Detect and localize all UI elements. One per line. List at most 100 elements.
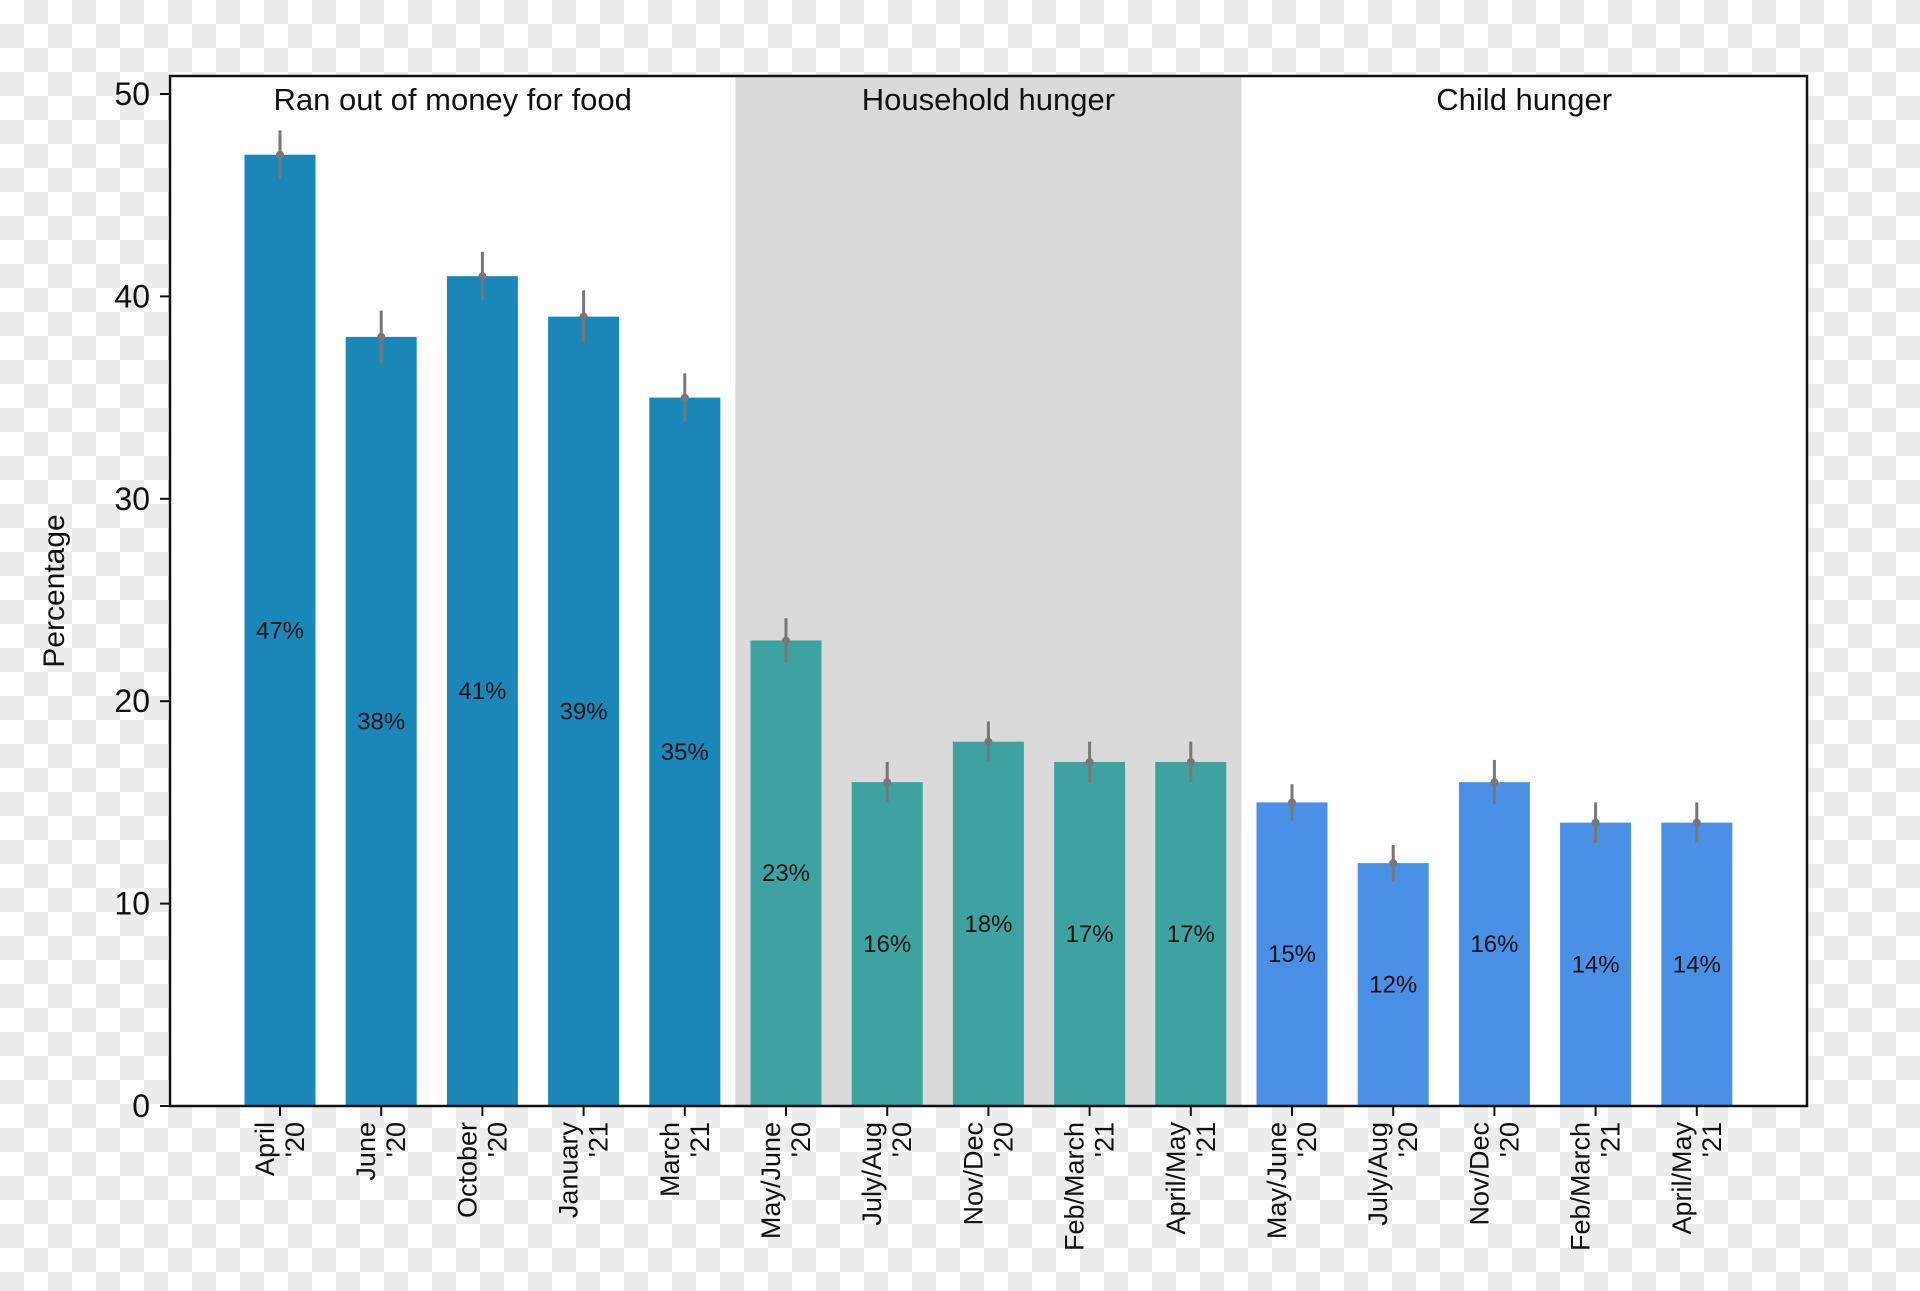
bar — [1661, 822, 1733, 1106]
bar — [345, 336, 417, 1106]
y-tick-label: 0 — [132, 1088, 150, 1124]
bar — [1357, 863, 1429, 1106]
x-tick-label-line: Nov/Dec — [1464, 1122, 1494, 1226]
data-label: 17% — [1167, 921, 1215, 948]
error-bar-center — [1288, 798, 1296, 807]
x-tick-label-line: '21 — [1191, 1122, 1221, 1157]
bar — [649, 397, 721, 1107]
data-label: 14% — [1673, 951, 1721, 978]
bar — [1155, 761, 1227, 1106]
y-tick-label: 10 — [114, 886, 150, 922]
error-bar-center — [276, 150, 284, 159]
error-bar-center — [1490, 778, 1499, 787]
x-tick-label-line: '21 — [584, 1122, 614, 1157]
x-tick-label-line: May/June — [756, 1122, 786, 1239]
data-label: 39% — [560, 698, 608, 725]
x-tick-label-line: '21 — [685, 1122, 715, 1157]
x-tick-label-line: March — [655, 1122, 685, 1197]
bar — [1256, 802, 1328, 1106]
x-tick-label-line: '20 — [887, 1122, 917, 1157]
x-tick-label-line: '20 — [1393, 1122, 1423, 1157]
y-axis-label: Percentage — [38, 514, 71, 667]
data-label: 23% — [762, 860, 810, 887]
panel-label: Ran out of money for food — [273, 82, 631, 117]
y-tick-label: 40 — [114, 278, 150, 314]
bar — [1458, 782, 1530, 1106]
x-tick-label-line: '20 — [1292, 1122, 1322, 1157]
data-label: 17% — [1066, 921, 1114, 948]
error-bar-center — [680, 393, 689, 402]
x-tick-label: October '20 — [452, 1122, 512, 1218]
x-tick-label-line: Nov/Dec — [958, 1122, 988, 1226]
y-tick-label: 30 — [114, 481, 150, 517]
x-tick-label-line: Feb/March — [1060, 1122, 1090, 1251]
y-tick-label: 50 — [114, 76, 150, 112]
x-tick-label-line: January — [554, 1122, 584, 1219]
data-label: 12% — [1369, 972, 1417, 999]
x-tick-label-line: April — [250, 1122, 280, 1176]
x-tick-label: Nov/Dec '20 — [1464, 1122, 1524, 1226]
panel-label: Child hunger — [1436, 82, 1612, 117]
x-tick-label: Nov/Dec '20 — [958, 1122, 1018, 1226]
data-label: 14% — [1572, 951, 1620, 978]
error-bar-center — [478, 272, 487, 281]
error-bar-center — [579, 312, 588, 321]
x-tick-label-line: May/June — [1262, 1122, 1292, 1239]
x-tick-label: June '20 — [351, 1122, 411, 1181]
data-label: 47% — [256, 617, 304, 644]
x-tick-label-line: Feb/March — [1566, 1122, 1596, 1251]
bar — [1560, 822, 1632, 1106]
x-tick-label-line: '20 — [482, 1122, 512, 1157]
x-tick-label-line: October — [452, 1122, 482, 1218]
x-tick-label-line: '20 — [786, 1122, 816, 1157]
panel-label: Household hunger — [862, 82, 1115, 117]
data-label: 35% — [661, 739, 709, 766]
error-bar-center — [883, 778, 892, 787]
x-tick-label-line: April/May — [1667, 1122, 1697, 1235]
data-label: 16% — [1470, 931, 1518, 958]
x-tick-label: July/Aug '20 — [1363, 1122, 1423, 1226]
x-tick-label-line: '20 — [988, 1122, 1018, 1157]
bar — [446, 276, 518, 1106]
data-label: 38% — [357, 708, 405, 735]
x-tick-label: April '20 — [250, 1122, 310, 1176]
error-bar-center — [1389, 859, 1398, 868]
x-tick-label: April/May '21 — [1161, 1122, 1221, 1235]
error-bar-center — [984, 737, 993, 746]
bar — [952, 741, 1024, 1106]
x-tick-label-line: June — [351, 1122, 381, 1181]
x-tick-label-line: '21 — [1090, 1122, 1120, 1157]
data-label: 41% — [458, 678, 506, 705]
data-label: 18% — [964, 911, 1012, 938]
error-bar-center — [1085, 757, 1094, 766]
x-tick-label-line: July/Aug — [1363, 1122, 1393, 1226]
x-tick-label-line: April/May — [1161, 1122, 1191, 1235]
x-tick-label-line: July/Aug — [857, 1122, 887, 1226]
x-tick-label-line: '21 — [1697, 1122, 1727, 1157]
x-tick-label: April/May '21 — [1667, 1122, 1727, 1235]
x-tick-label: March '21 — [655, 1122, 715, 1197]
error-bar-center — [782, 636, 790, 645]
x-tick-label: Feb/March '21 — [1060, 1122, 1120, 1251]
error-bar-center — [1591, 818, 1600, 827]
x-tick-label: July/Aug '20 — [857, 1122, 917, 1226]
x-tick-label-line: '21 — [1596, 1122, 1626, 1157]
x-tick-label: January '21 — [554, 1122, 614, 1219]
bar — [1054, 761, 1126, 1106]
y-tick-label: 20 — [114, 683, 150, 719]
plot-frame — [168, 74, 1809, 1108]
x-tick-label-line: '20 — [1494, 1122, 1524, 1157]
error-bar-center — [377, 332, 386, 341]
x-tick-label: Feb/March '21 — [1566, 1122, 1626, 1251]
bar — [244, 154, 316, 1107]
error-bar-center — [1692, 818, 1701, 827]
bar — [750, 640, 822, 1106]
x-tick-label: May/June '20 — [1262, 1122, 1322, 1239]
bar — [548, 316, 620, 1106]
x-tick-label-line: '20 — [280, 1122, 310, 1157]
error-bar-center — [1186, 757, 1195, 766]
data-label: 16% — [863, 931, 911, 958]
bar — [851, 782, 923, 1106]
data-label: 15% — [1268, 941, 1316, 968]
